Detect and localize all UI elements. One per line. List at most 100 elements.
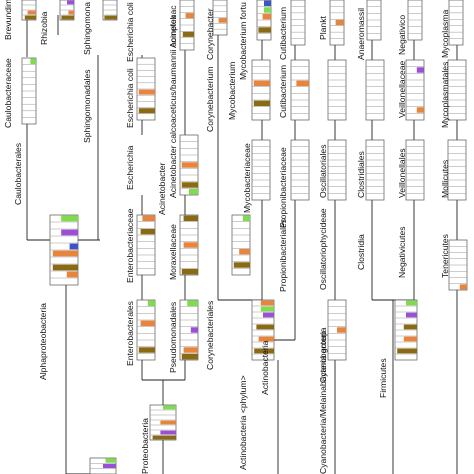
profile-box	[327, 299, 347, 361]
label-mycoplasma: Mycoplasma	[440, 10, 450, 58]
profile-bar	[185, 13, 194, 19]
profile-box	[448, 239, 468, 291]
profile-bar	[253, 100, 270, 107]
profile-bar	[416, 67, 424, 73]
label-clostridia: Clostridia	[356, 234, 366, 270]
profile-bar	[258, 336, 274, 342]
profile-box	[290, 0, 306, 46]
profile-bar	[52, 264, 78, 271]
label-caulobacterales: Caulobacterales	[13, 143, 23, 205]
label-oscillatoriales: Oscillatoriales	[318, 145, 328, 199]
profile-bar	[147, 300, 155, 307]
label-escherichia-coli-top: Escherichia coli	[125, 2, 135, 62]
profile-box	[448, 0, 464, 46]
profile-bar	[187, 300, 198, 307]
label-alphaproteobacteria: Alphaproteobacteria	[38, 303, 48, 380]
profile-box	[447, 59, 467, 121]
label-escherichia-coli-mid: Escherichia coli	[125, 68, 135, 128]
profile-bar	[138, 347, 155, 353]
label-corynebacteriales: Corynebacteriales	[205, 301, 215, 370]
profile-bar	[260, 306, 274, 312]
label-corynebacterium-top: Corynebacter	[205, 8, 215, 60]
label-rhizobia: Rhizobia	[39, 11, 49, 45]
profile-box	[407, 0, 423, 41]
label-actinobacteria: Actinobacteria	[260, 340, 270, 395]
label-clostridiales: Clostridiales	[356, 151, 366, 198]
profile-box	[179, 299, 199, 361]
label-firmicutes: Firmicutes	[378, 358, 388, 398]
label-acinetobacter: Acinetobacter	[157, 162, 167, 215]
profile-bar	[160, 430, 176, 435]
label-propionibacteriales: Propionibacteriales	[278, 219, 288, 292]
profile-bar	[27, 10, 36, 15]
label-moraxellaceae: Moraxellaceae	[168, 224, 178, 280]
label-acinetobacter-top: Acinetobac	[168, 5, 178, 48]
profile-bar	[163, 405, 176, 410]
label-pseudomonadales: Pseudomonadales	[168, 302, 178, 373]
profile-bar	[264, 0, 271, 7]
profile-bar	[263, 312, 274, 318]
label-actinobacteria-phylum: Actinobacteria <phylum>	[238, 375, 248, 470]
profile-box	[149, 404, 177, 441]
profile-bar	[296, 80, 309, 87]
profile-bar	[218, 18, 227, 23]
profile-bar	[181, 162, 198, 168]
profile-bar	[61, 15, 74, 20]
profile-bar	[61, 229, 78, 236]
profile-bar	[397, 348, 417, 354]
profile-bar	[459, 284, 467, 290]
profile-bar	[254, 348, 274, 354]
profile-box	[256, 0, 272, 41]
profile-bar	[335, 19, 344, 26]
profile-box	[405, 59, 425, 121]
label-veillonellaceae: Veillonellaceae	[397, 60, 407, 118]
profile-box	[59, 0, 75, 21]
label-negativicoccus: Negativico	[397, 15, 407, 55]
profile-box	[179, 134, 199, 196]
profile-bar	[233, 262, 250, 268]
label-oscillatoriophycideae: Oscillatoriophycideae	[318, 208, 328, 290]
profile-bar	[160, 420, 176, 425]
profile-box	[179, 214, 199, 276]
profile-box	[251, 139, 271, 201]
profile-bar	[406, 300, 417, 306]
label-tenericutes: Tenericutes	[440, 234, 450, 278]
label-plankto: Plankt	[318, 16, 328, 40]
label-enterobacteriaceae: Enterobacteriaceae	[125, 208, 135, 283]
profile-box	[366, 0, 382, 41]
label-mycobacterium-fortuitum: Mycobacterium fortu	[238, 2, 248, 80]
profile-bar	[403, 324, 417, 330]
profile-box	[447, 139, 467, 201]
profile-box	[394, 299, 418, 361]
profile-bar	[105, 458, 116, 463]
profile-box	[231, 214, 251, 276]
profile-bar	[183, 215, 198, 222]
profile-box	[136, 299, 156, 361]
tree-labels: Brevundim Rhizobia Sphingomona Escherich…	[3, 0, 450, 474]
profile-bar	[140, 228, 155, 235]
profile-bar	[416, 107, 424, 113]
profile-box	[212, 0, 228, 36]
profile-box	[329, 0, 345, 46]
profile-bar	[239, 248, 250, 255]
label-caulobacteraceae: Caulobacteraceae	[3, 58, 13, 128]
profile-bar	[253, 80, 270, 87]
profile-bar	[140, 320, 155, 327]
label-cyanobacteria: Cyanobacteria	[318, 327, 328, 383]
label-enterobacterales: Enterobacterales	[125, 301, 135, 366]
label-cyanobacteria-group: Cyanobacteria/Melainabacteria group	[318, 331, 328, 474]
profile-box	[405, 139, 425, 201]
profile-box	[136, 57, 156, 121]
profile-box	[179, 0, 195, 51]
profile-box	[251, 299, 275, 361]
profile-bar	[258, 27, 271, 33]
label-mollicutes: Mollicutes	[440, 160, 450, 198]
label-propionibacteriaceae: Propionibacteriaceae	[278, 147, 288, 228]
label-mycobacteriaceae: Mycobacteriaceae	[242, 143, 252, 213]
profile-bar	[181, 182, 198, 188]
profile-bar	[183, 347, 198, 353]
profile-bar	[260, 300, 274, 306]
profile-bar	[69, 243, 78, 250]
profile-box	[49, 214, 79, 286]
profile-boxes	[21, 0, 468, 474]
